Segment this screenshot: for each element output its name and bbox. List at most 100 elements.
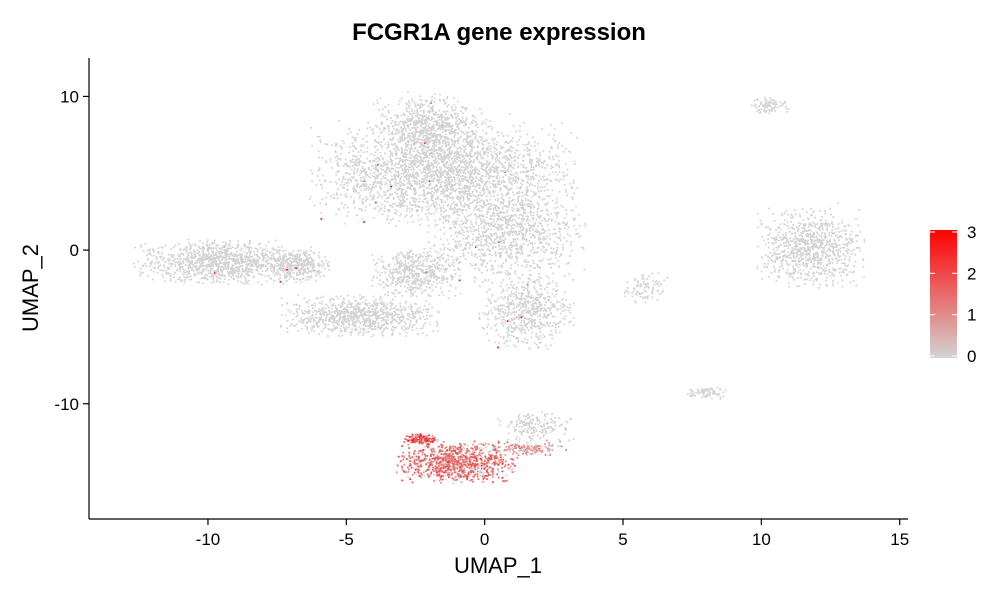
cell-point: [207, 239, 209, 241]
cell-point: [557, 260, 560, 262]
cell-point: [504, 151, 507, 154]
cell-point: [377, 169, 380, 171]
cell-point: [282, 262, 285, 265]
cell-point: [439, 153, 442, 156]
cell-point: [400, 126, 402, 129]
cell-point: [560, 122, 563, 124]
cell-point: [222, 266, 224, 269]
cell-point: [483, 259, 486, 262]
cell-point: [164, 260, 167, 263]
cell-point: [444, 210, 446, 212]
cell-point: [491, 157, 493, 160]
cell-point: [444, 113, 447, 115]
cell-point: [505, 169, 508, 172]
cell-point: [515, 179, 517, 182]
cell-point: [277, 257, 279, 260]
cell-point: [490, 203, 493, 206]
cell-point: [526, 147, 528, 149]
cell-point: [566, 262, 568, 265]
cell-point: [386, 118, 388, 120]
cell-point: [405, 164, 407, 167]
cell-point: [483, 252, 486, 255]
cell-point: [496, 272, 498, 274]
cell-point: [526, 261, 528, 264]
cell-point: [157, 265, 160, 268]
cell-point: [216, 270, 218, 273]
cell-point: [433, 150, 435, 153]
cell-point: [229, 257, 232, 260]
cell-point: [424, 114, 427, 117]
cell-point: [220, 248, 223, 251]
cell-point: [440, 116, 443, 119]
cell-point: [464, 217, 467, 219]
cell-point: [443, 226, 445, 229]
cell-point: [538, 233, 541, 236]
cell-point: [395, 147, 398, 149]
cell-point: [503, 170, 505, 173]
cell-point: [394, 178, 396, 180]
cell-point: [556, 216, 558, 219]
cell-point: [354, 147, 356, 149]
cell-point: [409, 138, 411, 141]
cell-point: [414, 147, 417, 150]
cell-point: [409, 203, 411, 205]
cell-point: [407, 169, 410, 171]
cell-point: [454, 207, 456, 210]
cell-point: [400, 129, 403, 132]
cell-point: [429, 137, 432, 140]
cell-point: [566, 228, 569, 231]
cell-point: [361, 180, 363, 183]
cell-point: [351, 165, 354, 167]
cell-point: [183, 257, 186, 260]
cell-point: [444, 129, 446, 131]
cell-point: [463, 202, 466, 205]
cell-point: [494, 147, 496, 150]
cell-point: [390, 187, 393, 190]
cell-point: [182, 248, 185, 251]
cell-point: [486, 188, 488, 190]
cell-point: [467, 205, 470, 207]
cell-point: [484, 221, 487, 224]
cell-point: [485, 163, 488, 165]
cell-point: [373, 171, 376, 174]
cell-point: [399, 120, 402, 123]
cell-point: [466, 137, 469, 139]
cell-point: [228, 272, 231, 274]
cell-point: [484, 182, 487, 185]
cell-point: [447, 221, 450, 223]
cell-point: [431, 154, 433, 157]
cell-point: [428, 205, 431, 208]
cell-point: [430, 192, 432, 194]
cell-point: [476, 245, 478, 248]
cell-point: [447, 123, 450, 125]
cell-point: [558, 142, 561, 144]
cell-point: [142, 264, 144, 267]
cell-point: [465, 237, 467, 240]
cell-point: [510, 244, 512, 246]
cell-point: [351, 158, 354, 161]
cell-point: [414, 142, 417, 145]
cell-point: [483, 188, 485, 191]
cell-point: [500, 235, 503, 238]
cell-point: [456, 208, 458, 211]
cell-point: [405, 210, 408, 212]
cell-point: [465, 161, 467, 163]
cell-point: [241, 264, 244, 267]
cell-point: [226, 255, 229, 257]
cell-point: [568, 261, 571, 264]
cell-point: [464, 179, 467, 181]
cell-point: [413, 144, 415, 146]
cell-point: [355, 160, 358, 162]
cell-point: [485, 133, 487, 135]
cell-point: [433, 187, 435, 190]
cell-point: [164, 280, 166, 282]
cell-point: [492, 272, 495, 275]
cell-point: [358, 158, 360, 160]
cell-point: [443, 232, 445, 235]
cell-point: [406, 187, 408, 189]
cell-point: [487, 203, 490, 205]
cell-point: [499, 203, 502, 205]
cell-point: [414, 104, 416, 106]
cell-point: [214, 270, 216, 273]
cell-point: [374, 201, 377, 204]
